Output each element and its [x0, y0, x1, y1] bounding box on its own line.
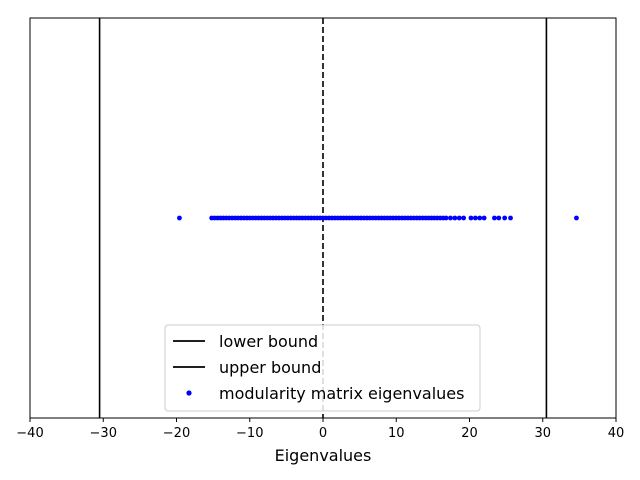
x-tick-label: 30 [534, 426, 551, 441]
legend-marker-swatch [186, 390, 192, 396]
eigenvalue-point [492, 215, 497, 221]
x-tick-label: 0 [319, 426, 327, 441]
legend-label: upper bound [219, 358, 321, 377]
eigenvalue-point [574, 215, 579, 221]
axes: −40 −30 −20 −10 0 10 20 30 40 [16, 17, 625, 441]
eigenvalue-point [502, 215, 508, 221]
x-tick-label: −40 [16, 426, 43, 441]
x-axis-label: Eigenvalues [275, 446, 372, 465]
x-tick-label: −30 [90, 426, 117, 441]
x-tick-label: −10 [236, 426, 263, 441]
x-tick-label: −20 [163, 426, 190, 441]
eigenvalue-point [443, 215, 449, 221]
eigenvalue-point [468, 215, 474, 221]
legend: lower bound upper bound modularity matrix … [164, 324, 481, 412]
eigenvalue-point [461, 215, 467, 221]
legend-box [164, 324, 481, 412]
legend-label: modularity matrix eigenvalues [219, 384, 464, 403]
x-tick-label: 10 [388, 426, 405, 441]
legend-label: lower bound [219, 332, 318, 351]
eigenvalue-point [481, 215, 487, 221]
eigenvalue-point [477, 215, 483, 221]
eigenvalue-point [177, 215, 182, 221]
scatter-points [177, 215, 579, 221]
x-tick-label: 40 [608, 426, 625, 441]
x-tick-label: 20 [461, 426, 478, 441]
eigenvalue-point [472, 215, 478, 221]
eigenvalue-point [448, 215, 453, 221]
eigenvalue-point [452, 215, 458, 221]
eigenvalue-point [496, 215, 502, 221]
eigenvalue-point [456, 215, 462, 221]
eigenvalue-point [508, 215, 513, 221]
